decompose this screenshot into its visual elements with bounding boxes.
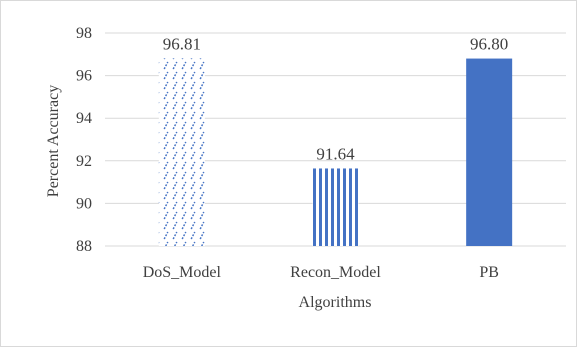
y-tick-label: 98 (76, 25, 92, 42)
data-label: 96.81 (163, 34, 201, 53)
bar-recon-model (312, 168, 359, 246)
y-tick-label: 94 (76, 110, 92, 127)
y-tick-label: 88 (76, 238, 92, 255)
data-labels: 96.81 91.64 96.80 (163, 34, 509, 163)
y-tick-label: 96 (76, 68, 92, 85)
data-label: 91.64 (316, 144, 355, 163)
x-axis-ticks: DoS_Model Recon_Model PB (143, 264, 499, 281)
y-axis-title: Percent Accuracy (45, 85, 62, 197)
data-label: 96.80 (470, 35, 508, 54)
bar-pb (466, 58, 513, 247)
y-tick-label: 92 (76, 153, 92, 170)
x-tick-label: PB (479, 264, 499, 281)
bar-dos-model (158, 58, 205, 246)
x-tick-label: DoS_Model (143, 264, 222, 281)
y-axis-ticks: 88 90 92 94 96 98 (76, 25, 92, 255)
x-axis-title: Algorithms (299, 294, 372, 311)
y-tick-label: 90 (76, 195, 92, 212)
bars (158, 58, 513, 247)
x-tick-label: Recon_Model (290, 264, 381, 281)
